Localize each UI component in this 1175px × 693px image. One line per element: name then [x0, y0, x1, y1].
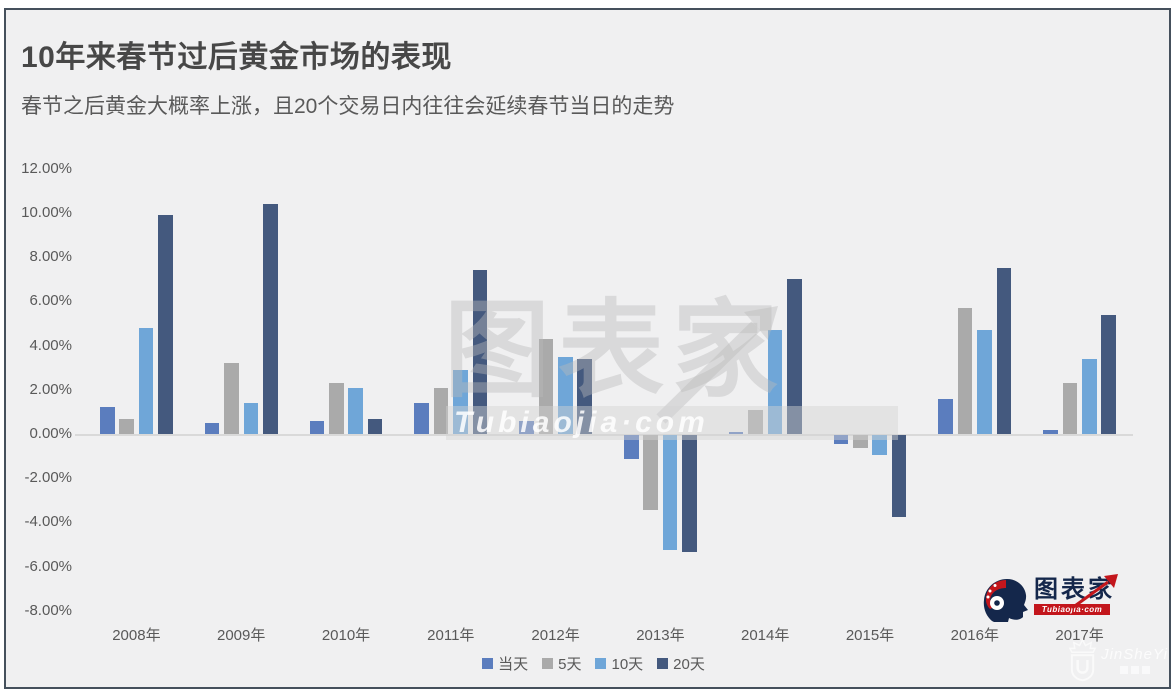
bar-2015年-5天 [853, 435, 868, 449]
bar-2016年-5天 [957, 308, 973, 434]
x-tick-label: 2010年 [321, 627, 371, 644]
legend-label: 20天 [673, 655, 705, 673]
legend-label: 当天 [498, 655, 529, 673]
bar-2008年-10天 [138, 327, 154, 434]
legend-swatch-icon [595, 657, 607, 669]
bar-2015年-当天 [833, 435, 849, 444]
logo-domain-text: Tubiaojia·com [1041, 605, 1103, 614]
x-tick-label: 2016年 [950, 627, 999, 644]
bar-2009年-10天 [243, 403, 259, 434]
center-watermark: 图表家 Tubiaojia·com [444, 292, 898, 440]
corner-watermark-text: JinSheYi [1101, 646, 1168, 663]
legend-swatch-icon [482, 657, 494, 669]
chart-frame: 10年来春节过后黄金市场的表现 春节之后黄金大概率上涨，且20个交易日内往往会延… [4, 8, 1171, 689]
bar-2015年-20天 [891, 435, 907, 517]
y-tick-label: 8.00% [29, 248, 72, 266]
corner-watermark: JinSheYi [1068, 638, 1168, 682]
bar-2017年-当天 [1043, 429, 1058, 434]
x-tick-label: 2014年 [741, 627, 790, 644]
bar-2016年-20天 [996, 268, 1012, 434]
bar-2008年-5天 [119, 418, 134, 434]
bar-2013年-20天 [682, 435, 697, 553]
logo-banner: Tubiaojia·com [1034, 604, 1110, 615]
chart-subtitle: 春节之后黄金大概率上涨，且20个交易日内往往会延续春节当日的走势 [21, 95, 675, 118]
bar-2008年-当天 [100, 407, 115, 434]
x-tick-label: 2012年 [531, 627, 580, 644]
legend: 当天 5天 10天 20天 [6, 652, 1169, 674]
legend-item-当天: 当天 [482, 653, 528, 674]
bar-2015年-10天 [872, 435, 887, 455]
legend-swatch-icon [657, 657, 669, 669]
bar-2014年-5天 [748, 409, 763, 434]
y-tick-label: 6.00% [29, 292, 72, 310]
bar-2017年-5天 [1062, 383, 1078, 434]
x-tick-label: 2015年 [845, 627, 895, 644]
y-tick-label: 0.00% [29, 425, 72, 442]
x-tick-label: 2017年 [1055, 627, 1104, 644]
x-tick-label: 2013年 [636, 627, 685, 644]
y-tick-label: 10.00% [21, 204, 72, 221]
bar-2009年-20天 [263, 204, 278, 434]
bar-2014年-当天 [728, 431, 744, 434]
bar-2013年-10天 [662, 435, 678, 550]
bar-2009年-5天 [224, 363, 239, 434]
bar-2017年-20天 [1101, 314, 1116, 434]
x-tick-label: 2009年 [217, 627, 266, 644]
bar-2012年-20天 [577, 358, 592, 434]
bar-2011年-5天 [433, 387, 449, 434]
bar-2011年-20天 [472, 270, 488, 434]
x-tick-label: 2008年 [112, 627, 161, 644]
bar-2010年-10天 [348, 387, 363, 434]
bar-2010年-20天 [367, 418, 383, 434]
bar-2011年-当天 [414, 403, 429, 434]
bar-2013年-当天 [624, 435, 639, 460]
x-tick-label: 2011年 [427, 627, 475, 644]
y-tick-label: 4.00% [29, 336, 72, 354]
bar-2013年-5天 [643, 435, 658, 511]
bar-2008年-20天 [158, 215, 173, 434]
corner-watermark-seal [1119, 666, 1150, 674]
bar-2012年-5天 [538, 338, 554, 434]
logo-arrow-icon [1071, 574, 1118, 610]
legend-label: 5天 [558, 655, 582, 673]
zero-axis-line [75, 434, 1133, 436]
y-tick-label: -6.00% [24, 557, 72, 575]
legend-item-20天: 20天 [657, 653, 705, 674]
y-tick-label: 2.00% [29, 380, 72, 398]
bar-2012年-当天 [519, 420, 534, 434]
bar-2017年-10天 [1082, 358, 1097, 434]
watermark-arrow-icon [656, 306, 778, 424]
bar-2010年-当天 [309, 420, 325, 434]
y-tick-label: -4.00% [24, 513, 72, 531]
legend-item-5天: 5天 [542, 653, 581, 674]
bar-2011年-10天 [453, 369, 468, 434]
y-tick-label: -8.00% [24, 601, 72, 619]
legend-item-10天: 10天 [595, 653, 643, 674]
bar-2016年-10天 [977, 330, 992, 434]
bar-2016年-当天 [938, 398, 953, 434]
bar-2014年-10天 [767, 330, 783, 434]
bar-2009年-当天 [204, 422, 220, 434]
legend-label: 10天 [611, 655, 644, 673]
y-tick-label: 12.00% [21, 159, 72, 177]
chart-title: 10年来春节过后黄金市场的表现 [21, 41, 452, 74]
tubiaojia-head-icon [983, 579, 1028, 622]
legend-swatch-icon [542, 657, 554, 669]
corner-shield-icon [1068, 638, 1097, 682]
bar-2010年-5天 [329, 383, 344, 434]
bar-2012年-10天 [558, 356, 573, 434]
y-tick-label: -2.00% [24, 469, 72, 487]
tubiaojia-logo: 图表家 Tubiaojia·com [982, 574, 1132, 624]
center-watermark-text: 图表家 [444, 292, 786, 410]
bar-2014年-20天 [787, 279, 802, 434]
